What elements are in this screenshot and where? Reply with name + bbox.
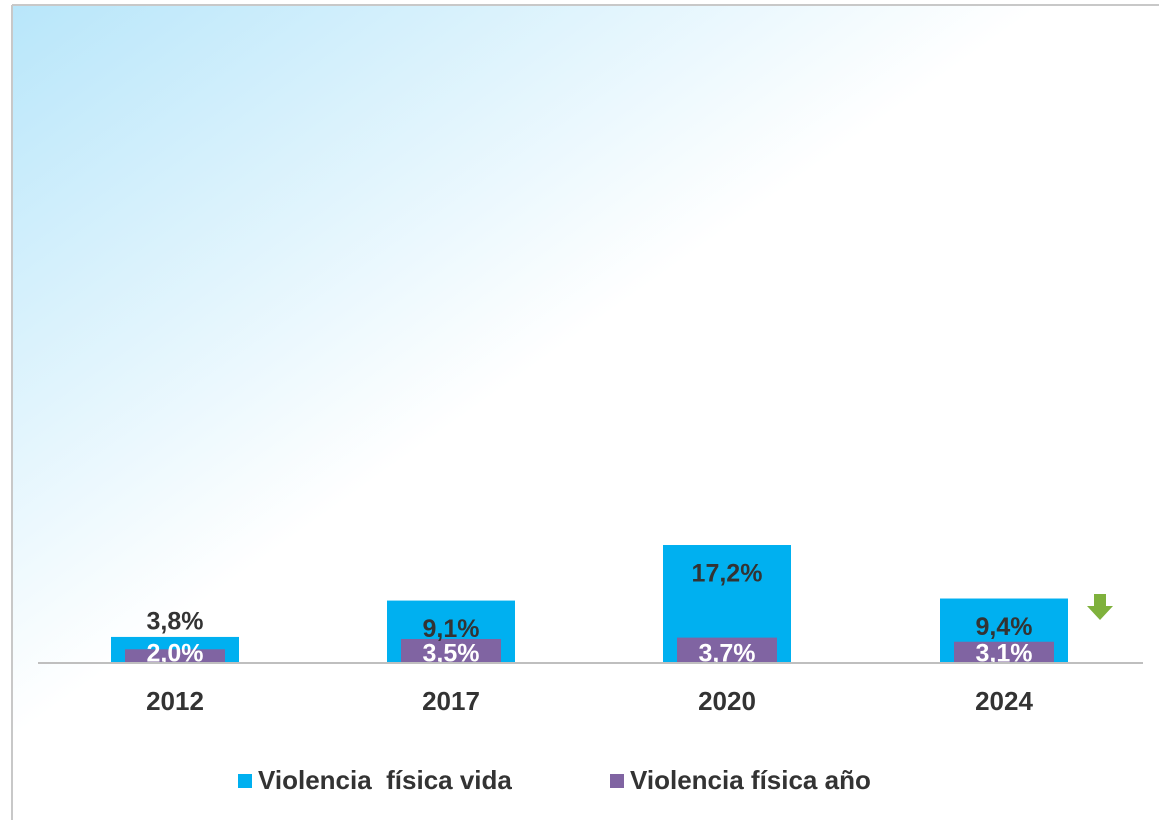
x-tick-label: 2024	[975, 686, 1033, 716]
legend-swatch	[610, 774, 624, 788]
data-label: 17,2%	[692, 560, 763, 588]
bar	[125, 649, 225, 663]
down-arrow	[1087, 594, 1113, 620]
data-label: 9,4%	[976, 613, 1033, 641]
legend-swatch	[238, 774, 252, 788]
bar	[677, 637, 777, 663]
legend-label: Violencia física vida	[258, 765, 512, 795]
bar	[954, 641, 1054, 663]
background	[12, 5, 1159, 820]
x-tick-label: 2012	[146, 686, 204, 716]
bar	[401, 638, 501, 663]
data-label: 3,8%	[147, 608, 204, 636]
x-tick-label: 2017	[422, 686, 480, 716]
legend-label: Violencia física año	[630, 765, 871, 795]
x-tick-label: 2020	[698, 686, 756, 716]
data-label: 9,1%	[423, 615, 480, 643]
